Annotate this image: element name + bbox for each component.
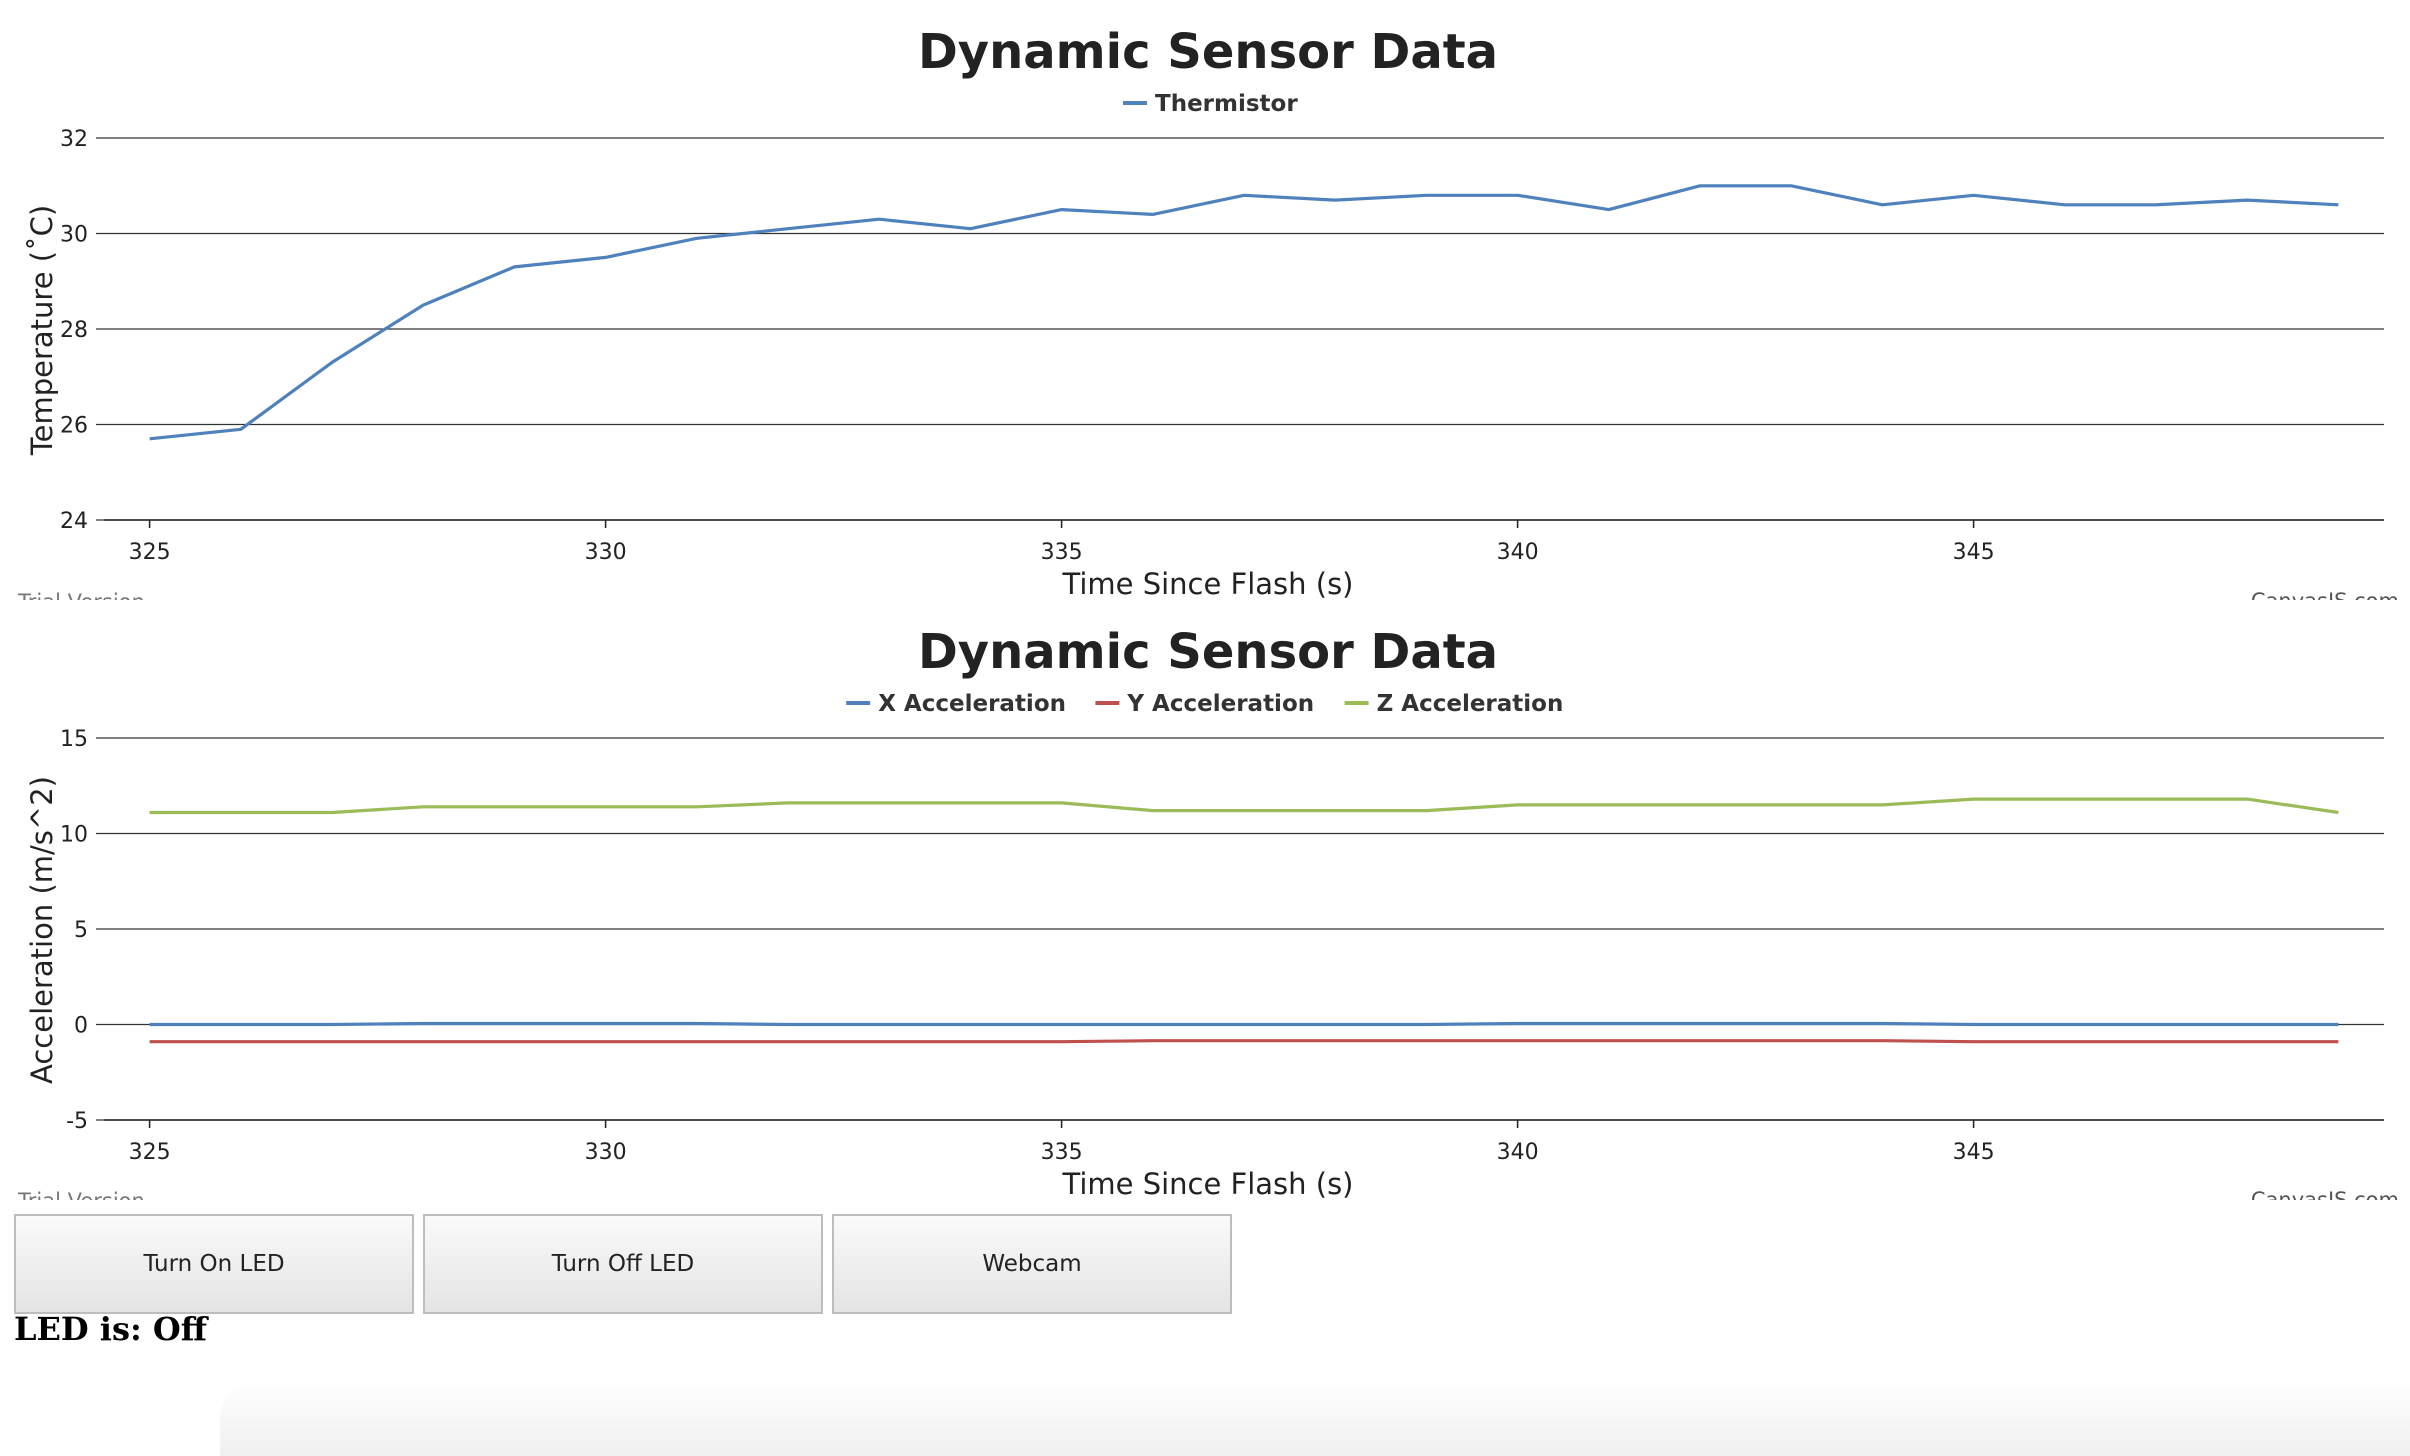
temperature-chart-canvas: Dynamic Sensor Data 24 26 28 30 32 325 330 335 3… [17,24,2399,600]
x-axis-title: Time Since Flash (s) [1062,1167,1354,1200]
turn-off-led-button[interactable]: Turn Off LED [423,1214,823,1314]
legend-item-z-acceleration[interactable]: Z Acceleration [1377,691,1564,717]
temperature-chart: Dynamic Sensor Data 24 26 28 30 32 325 330 335 3… [0,0,2410,600]
trial-version-label: Trial Version [17,1189,145,1200]
x-tick-label: 345 [1953,1140,1995,1165]
y-axis-title: Acceleration (m/s^2) [25,776,59,1084]
y-tick-label: 5 [74,918,88,943]
y-tick-label: 10 [60,823,88,848]
legend-item-x-acceleration[interactable]: X Acceleration [878,691,1066,717]
turn-on-led-button[interactable]: Turn On LED [14,1214,414,1314]
y-tick-label: 30 [60,223,88,248]
chart-legend[interactable]: X Acceleration Y Acceleration Z Accelerati… [846,691,1563,717]
y-tick-label: 28 [60,318,88,343]
x-tick-label: 340 [1497,1140,1539,1165]
x-axis-title: Time Since Flash (s) [1062,567,1354,600]
chart-title: Dynamic Sensor Data [918,624,1498,680]
x-tick-label: 325 [129,540,171,565]
chart-gridlines: 24 26 28 30 32 325 330 335 340 345 [60,127,2384,565]
x-tick-label: 330 [585,1140,627,1165]
legend-item-y-acceleration[interactable]: Y Acceleration [1126,691,1314,717]
chart-legend[interactable]: Thermistor [1123,91,1298,117]
series-line-x-acceleration [149,1021,2339,1027]
x-tick-label: 330 [585,540,627,565]
y-axis-title: Temperature (˚C) [25,205,59,456]
chart-series [149,184,2339,441]
y-tick-label: 24 [60,509,88,534]
webcam-button[interactable]: Webcam [832,1214,1232,1314]
x-tick-label: 345 [1953,540,1995,565]
series-line-z-acceleration [149,797,2339,815]
y-tick-label: 0 [74,1014,88,1039]
legend-item-thermistor[interactable]: Thermistor [1155,91,1298,117]
y-tick-label: 15 [60,727,88,752]
led-controls: Turn On LED Turn Off LED Webcam [14,1214,1232,1314]
canvasjs-credit-link[interactable]: CanvasJS.com [2251,589,2399,600]
led-status-text: LED is: Off [14,1310,208,1348]
series-line-y-acceleration [149,1039,2339,1044]
trial-version-label: Trial Version [17,590,145,600]
y-tick-label: 32 [60,127,88,152]
x-tick-label: 335 [1041,1140,1083,1165]
y-tick-label: -5 [66,1109,88,1134]
x-tick-label: 325 [129,1140,171,1165]
x-tick-label: 340 [1497,540,1539,565]
x-tick-label: 335 [1041,540,1083,565]
chart-gridlines: -5 0 5 10 15 325 330 335 340 345 [60,727,2384,1165]
acceleration-chart: Dynamic Sensor Data -5 0 5 10 15 325 330 335 340… [0,600,2410,1200]
series-line-thermistor [149,184,2339,441]
chart-series [149,797,2339,1044]
acceleration-chart-canvas: Dynamic Sensor Data -5 0 5 10 15 325 330 335 340… [17,624,2399,1200]
page-shadow [220,1380,2410,1456]
y-tick-label: 26 [60,414,88,439]
chart-title: Dynamic Sensor Data [918,24,1498,80]
canvasjs-credit-link[interactable]: CanvasJS.com [2251,1188,2399,1200]
